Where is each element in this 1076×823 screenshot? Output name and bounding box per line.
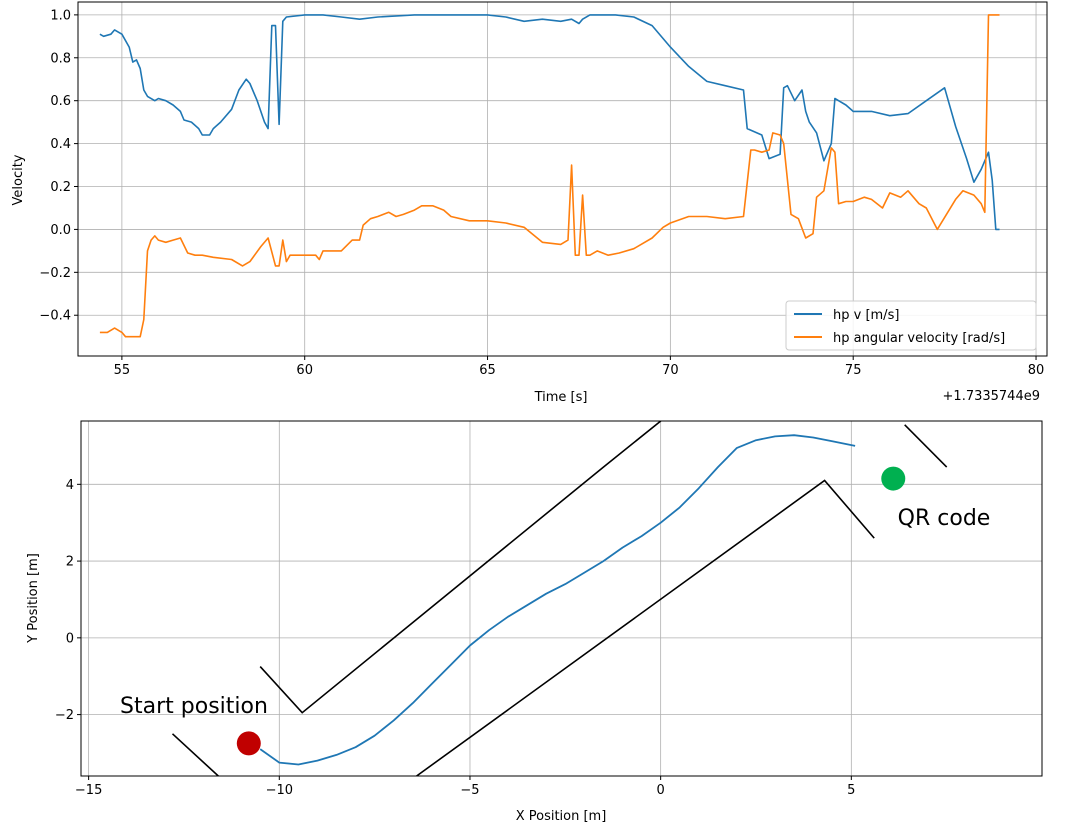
y-tick-label: 0.6 — [50, 94, 71, 109]
y-tick-label: 1.0 — [50, 8, 71, 23]
x-tick-label: 75 — [845, 363, 862, 378]
corridor-wall — [416, 479, 875, 776]
trajectory-series — [259, 434, 856, 766]
trajectory-y-axis-label: Y Position [m] — [26, 553, 41, 644]
start-position-label: Start position — [120, 694, 268, 719]
velocity-grid — [78, 2, 1047, 356]
velocity-legend: hp v [m/s] hp angular velocity [rad/s] — [785, 300, 1037, 351]
series-line-v — [99, 14, 1000, 231]
y-tick-label: 0.8 — [50, 51, 71, 66]
y-tick-label: 4 — [66, 478, 74, 493]
velocity-series — [99, 14, 1000, 338]
trajectory-markers — [236, 466, 906, 756]
y-tick-label: 0.4 — [50, 137, 71, 152]
trajectory-chart: −15 −10 −5 0 5 −2 0 2 4 Start position QR code X… — [26, 420, 1043, 823]
y-tick-label: −0.4 — [39, 309, 71, 324]
x-tick-label: 55 — [114, 363, 131, 378]
velocity-x-offset-label: +1.7335744e9 — [943, 389, 1040, 404]
velocity-x-axis-label: Time [s] — [534, 390, 588, 405]
series-line-angular — [99, 14, 1000, 338]
trajectory-x-axis-label: X Position [m] — [516, 809, 607, 823]
x-tick-label: 70 — [662, 363, 679, 378]
x-tick-label: −10 — [266, 783, 293, 798]
corridor-wall — [171, 733, 219, 776]
x-tick-label: −5 — [460, 783, 479, 798]
y-tick-label: −2 — [55, 708, 74, 723]
x-tick-label: 80 — [1028, 363, 1045, 378]
y-tick-label: −0.2 — [39, 266, 71, 281]
trajectory-plot-frame — [80, 420, 1043, 777]
legend-box — [785, 300, 1037, 351]
y-tick-label: 0 — [66, 631, 74, 646]
qr-code-marker — [881, 466, 906, 491]
trajectory-line — [259, 434, 856, 766]
corridor-wall — [904, 424, 948, 468]
legend-label-v: hp v [m/s] — [833, 308, 899, 323]
velocity-plot-frame — [77, 1, 1048, 357]
trajectory-ticks: −15 −10 −5 0 5 −2 0 2 4 — [55, 478, 856, 798]
corridor-walls — [171, 421, 948, 776]
legend-label-angular: hp angular velocity [rad/s] — [833, 331, 1005, 346]
x-tick-label: 0 — [657, 783, 665, 798]
qr-code-label: QR code — [898, 506, 991, 531]
velocity-y-axis-label: Velocity — [11, 154, 26, 205]
x-tick-label: 60 — [296, 363, 313, 378]
velocity-chart: 55 60 65 70 75 80 −0.4 −0.2 0.0 0.2 0.4 0.6 0.8 1.0 T… — [11, 1, 1048, 405]
corridor-wall — [259, 421, 663, 714]
y-tick-label: 0.0 — [50, 223, 71, 238]
start-position-marker — [236, 731, 261, 756]
trajectory-grid — [81, 421, 1042, 776]
x-tick-label: 5 — [847, 783, 855, 798]
y-tick-label: 0.2 — [50, 180, 71, 195]
x-tick-label: 65 — [479, 363, 496, 378]
x-tick-label: −15 — [75, 783, 102, 798]
y-tick-label: 2 — [66, 555, 74, 570]
velocity-ticks: 55 60 65 70 75 80 −0.4 −0.2 0.0 0.2 0.4 0.6 0.8 1.0 — [39, 8, 1044, 378]
